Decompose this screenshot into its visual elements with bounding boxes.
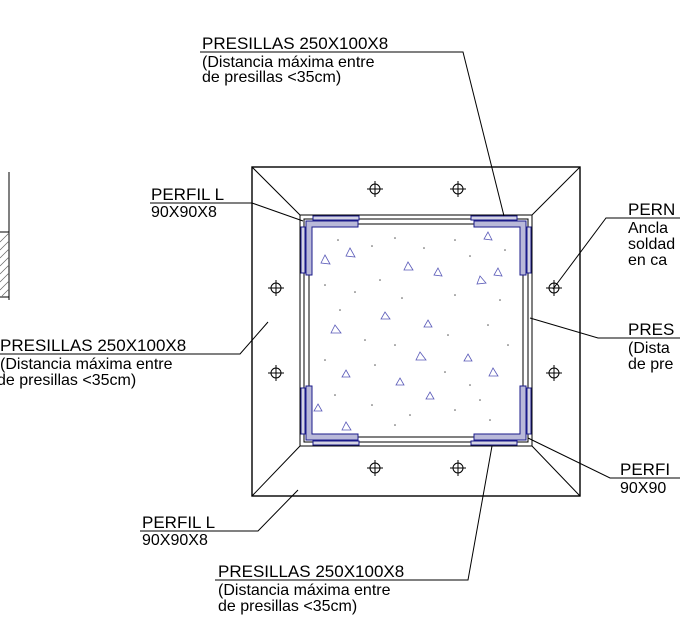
anchor-bolt-icon — [450, 460, 466, 476]
label-top-presillas: PRESILLAS 250X100X8 (Distancia máxima en… — [202, 34, 388, 86]
concrete-dots — [324, 237, 509, 426]
label-bottom-line2: de presillas <35cm) — [218, 598, 357, 615]
label-left-presillas: PRESILLAS 250X100X8 (Distancia máxima en… — [0, 336, 186, 389]
base-plate — [251, 166, 581, 497]
anchor-bolt-icon — [268, 365, 284, 381]
label-top-line2: de presillas <35cm) — [202, 69, 341, 86]
label-top-title: PRESILLAS 250X100X8 — [202, 34, 388, 53]
anchor-bolt-icon — [546, 365, 562, 381]
corner-angle-profiles — [305, 220, 527, 441]
anchor-bolt-icon — [367, 181, 383, 197]
elevation-hatch — [0, 232, 10, 297]
label-right-perfil-size: 90X90 — [620, 480, 666, 497]
label-left-presillas-title: PRESILLAS 250X100X8 — [0, 336, 186, 355]
partial-elevation-view — [0, 172, 10, 300]
label-left-presillas-line1: (Distancia máxima entre — [0, 356, 173, 373]
label-bottom-line1: (Distancia máxima entre — [218, 582, 391, 599]
label-bottom-perfil-title: PERFIL L — [142, 513, 215, 532]
anchor-bolt-icon — [367, 460, 383, 476]
label-bottom-presillas: PRESILLAS 250X100X8 (Distancia máxima en… — [218, 562, 404, 615]
label-top-line1: (Distancia máxima entre — [202, 54, 375, 71]
label-right-perfil: PERFI 90X90 — [620, 460, 670, 497]
label-bottom-perfil-size: 90X90X8 — [142, 532, 208, 549]
label-bottom-title: PRESILLAS 250X100X8 — [218, 562, 404, 581]
leader-lines — [0, 51, 680, 581]
label-right-perno-line2: soldad — [628, 236, 675, 253]
batten-plates — [300, 215, 532, 446]
label-right-presillas-line2: de pre — [628, 356, 673, 373]
label-right-presillas: PRES (Dista de pre — [628, 320, 674, 373]
concrete-fill — [313, 229, 518, 432]
anchor-bolt-icon — [450, 181, 466, 197]
label-bottom-perfil: PERFIL L 90X90X8 — [142, 513, 215, 549]
anchor-bolt-icon — [268, 280, 284, 296]
label-right-perfil-title: PERFI — [620, 460, 670, 479]
label-left-perfil-size: 90X90X8 — [151, 204, 217, 221]
label-left-presillas-line2: de presillas <35cm) — [0, 372, 136, 389]
label-right-perno-line3: en ca — [628, 252, 667, 269]
label-right-perno: PERN Ancla soldad en ca — [628, 200, 675, 269]
column-section — [303, 218, 529, 443]
label-right-perno-title: PERN — [628, 200, 675, 219]
label-right-presillas-title: PRES — [628, 320, 674, 339]
label-right-presillas-line1: (Dista — [628, 340, 670, 357]
label-left-perfil-title: PERFIL L — [151, 185, 224, 204]
label-left-perfil: PERFIL L 90X90X8 — [151, 185, 224, 221]
label-right-perno-line1: Ancla — [628, 220, 668, 237]
